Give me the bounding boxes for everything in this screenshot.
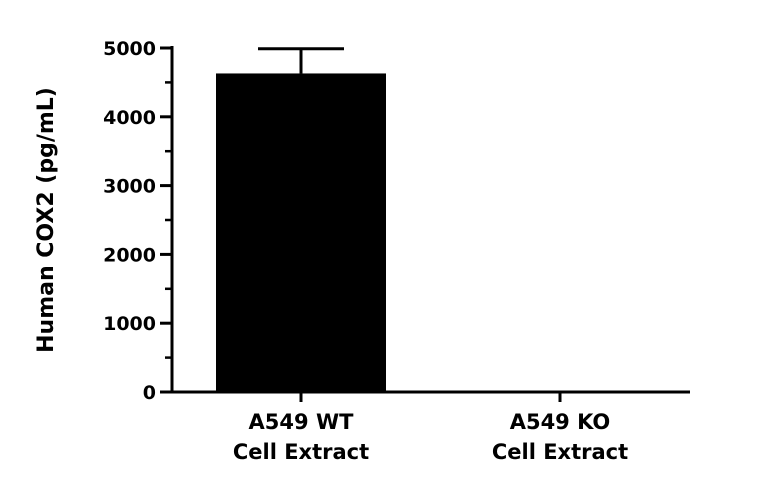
x-category-label: A549 KO Cell Extract	[492, 410, 628, 464]
y-axis-title: Human COX2 (pg/mL)	[34, 87, 59, 353]
x-category-label-line2: Cell Extract	[233, 440, 369, 464]
y-tick-label: 5000	[103, 38, 156, 60]
y-tick-label: 2000	[103, 244, 156, 266]
x-category-label-line1: A549 KO	[510, 410, 611, 434]
y-tick-label: 4000	[103, 107, 156, 129]
y-axis: 0 1000 2000 3000 4000 5000	[103, 38, 174, 404]
y-tick-label: 1000	[103, 313, 156, 335]
x-category-label: A549 WT Cell Extract	[233, 410, 369, 464]
x-axis: A549 WT Cell Extract A549 KO Cell Extract	[170, 390, 690, 464]
y-tick-label: 0	[143, 382, 156, 404]
x-category-label-line2: Cell Extract	[492, 440, 628, 464]
y-tick-label: 3000	[103, 176, 156, 198]
bars	[216, 47, 386, 393]
x-category-label-line1: A549 WT	[249, 410, 355, 434]
bar	[216, 73, 386, 393]
